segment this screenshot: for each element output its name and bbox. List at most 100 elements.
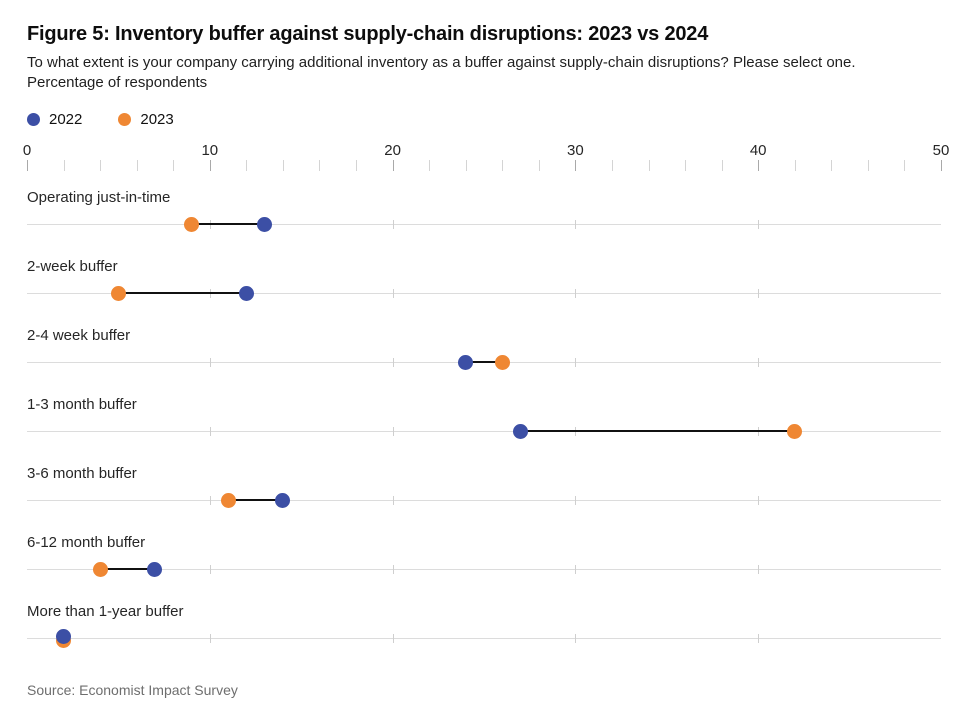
chart-title: Figure 5: Inventory buffer against suppl… (27, 23, 709, 45)
row-gridline-tick (758, 565, 760, 574)
chart-unit-note: Percentage of respondents (27, 74, 208, 91)
category-row: 6-12 month buffer (27, 533, 941, 602)
x-axis-minor-tick (721, 160, 723, 171)
row-baseline (27, 293, 941, 294)
chart-rows: Operating just-in-time 2-week buffer 2-4 w… (27, 188, 941, 671)
dot-2023 (494, 355, 510, 370)
x-axis-minor-tick (282, 160, 284, 171)
dumbbell-connector (228, 499, 283, 501)
x-axis-minor-tick (63, 160, 65, 171)
category-label: 6-12 month buffer (27, 534, 146, 551)
x-axis-minor-tick (611, 160, 613, 171)
x-axis-minor-tick (429, 160, 431, 171)
row-gridline-tick (575, 565, 577, 574)
x-axis-minor-tick (502, 160, 504, 171)
x-axis-label: 10 (201, 142, 219, 159)
legend-item-2022: 2022 (27, 111, 82, 128)
x-axis-major-tick (392, 160, 394, 171)
row-gridline-tick (575, 496, 577, 505)
row-baseline (27, 500, 941, 501)
x-axis-label: 30 (567, 142, 584, 159)
category-row: 3-6 month buffer (27, 464, 941, 533)
x-axis-minor-tick (794, 160, 796, 171)
x-axis-label: 40 (749, 142, 767, 159)
dot-2022 (513, 424, 529, 439)
x-axis-major-tick (575, 160, 577, 171)
dot-2022 (458, 355, 474, 370)
row-gridline-tick (209, 358, 211, 367)
x-axis-minor-tick (319, 160, 321, 171)
x-axis-major-tick (209, 160, 211, 171)
chart-subtitle: To what extent is your company carrying … (27, 54, 856, 71)
row-gridline-tick (575, 220, 577, 229)
row-gridline-tick (758, 220, 760, 229)
row-gridline-tick (392, 220, 394, 229)
x-axis-minor-tick (136, 160, 138, 171)
row-gridline-tick (209, 427, 211, 436)
row-gridline-tick (209, 634, 211, 643)
category-row: Operating just-in-time (27, 188, 941, 257)
legend-dot-icon (27, 112, 40, 126)
x-axis-minor-tick (100, 160, 102, 171)
dot-2023 (220, 493, 236, 508)
dot-2022 (275, 493, 291, 508)
x-axis-major-tick (27, 160, 28, 171)
x-axis-minor-tick (904, 160, 906, 171)
row-gridline-tick (758, 496, 760, 505)
row-gridline-tick (758, 358, 760, 367)
source-note: Source: Economist Impact Survey (27, 682, 238, 698)
row-baseline (27, 569, 941, 570)
category-row: 2-4 week buffer (27, 326, 941, 395)
x-axis-major-tick (941, 160, 942, 171)
row-gridline-tick (392, 427, 394, 436)
x-axis-minor-tick (538, 160, 540, 171)
row-gridline-tick (392, 289, 394, 298)
dot-2023 (787, 424, 803, 439)
x-axis-minor-tick (465, 160, 467, 171)
category-label: 1-3 month buffer (27, 396, 137, 413)
dot-2022 (56, 629, 72, 644)
x-axis-minor-tick (246, 160, 248, 171)
row-gridline-tick (575, 634, 577, 643)
dot-2023 (184, 217, 200, 232)
category-row: More than 1-year buffer (27, 602, 941, 671)
dumbbell-connector (465, 361, 503, 363)
row-gridline-tick (392, 634, 394, 643)
row-gridline-tick (392, 496, 394, 505)
row-gridline-tick (758, 289, 760, 298)
dot-2022 (147, 562, 163, 577)
row-gridline-tick (575, 289, 577, 298)
legend: 2022 2023 (27, 109, 946, 129)
x-axis-label: 0 (22, 142, 32, 159)
x-axis-minor-tick (867, 160, 869, 171)
x-axis-major-tick (758, 160, 760, 171)
dot-2023 (110, 286, 126, 301)
x-axis-minor-tick (173, 160, 175, 171)
category-label: Operating just-in-time (27, 189, 171, 206)
legend-dot-icon (118, 112, 132, 126)
dot-2022 (238, 286, 254, 301)
category-label: 2-4 week buffer (27, 327, 131, 344)
row-baseline (27, 638, 941, 639)
x-axis-label: 50 (932, 142, 950, 159)
x-axis-minor-tick (831, 160, 833, 171)
category-label: 3-6 month buffer (27, 465, 137, 482)
dumbbell-connector (118, 292, 247, 294)
row-baseline (27, 224, 941, 225)
row-gridline-tick (209, 565, 211, 574)
legend-item-2023: 2023 (118, 110, 174, 128)
x-axis-minor-tick (356, 160, 358, 171)
legend-label: 2023 (140, 110, 174, 128)
x-axis-minor-tick (685, 160, 687, 171)
category-row: 2-week buffer (27, 257, 941, 326)
x-axis-minor-tick (648, 160, 650, 171)
dumbbell-connector (520, 430, 795, 432)
dot-2023 (92, 562, 108, 577)
row-gridline-tick (392, 565, 394, 574)
category-label: More than 1-year buffer (27, 603, 184, 620)
row-baseline (27, 431, 941, 432)
x-axis-label: 20 (384, 142, 401, 159)
dot-2022 (257, 217, 273, 232)
dumbbell-connector (100, 568, 155, 570)
category-label: 2-week buffer (27, 258, 118, 275)
